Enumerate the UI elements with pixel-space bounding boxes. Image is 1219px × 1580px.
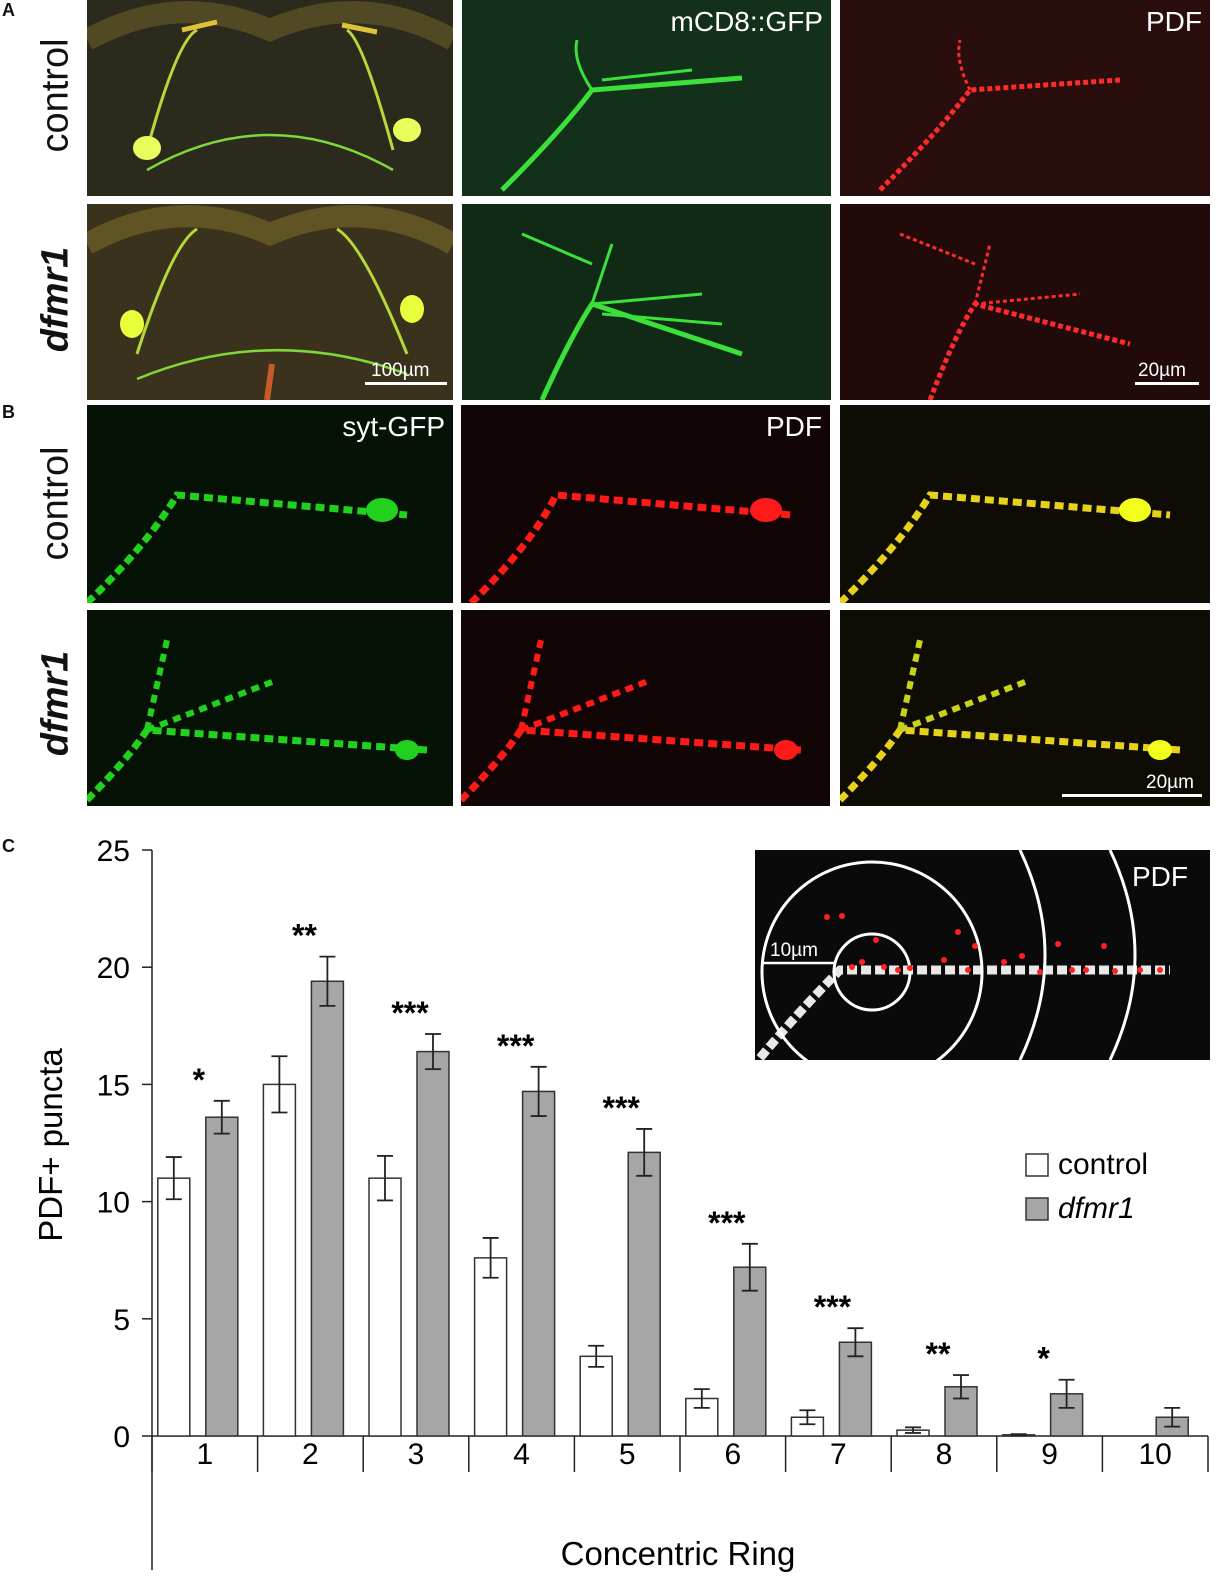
- mcd8-gfp-label: mCD8::GFP: [670, 6, 823, 37]
- x-tick-label: 2: [302, 1438, 319, 1471]
- significance-label: ***: [391, 995, 429, 1031]
- x-tick-label: 1: [196, 1438, 213, 1471]
- x-tick-label: 9: [1041, 1438, 1058, 1471]
- panel-c-letter: C: [2, 836, 15, 856]
- significance-label: **: [926, 1336, 951, 1372]
- row-label-dfmr1-b: dfmr1: [34, 650, 77, 757]
- significance-label: *: [1037, 1341, 1050, 1377]
- panel-a-letter: A: [2, 0, 15, 20]
- bar-dfmr1: [310, 980, 345, 1437]
- a-dfmr1-pdf-image: 20µm: [840, 204, 1210, 400]
- bar-control: [157, 1177, 191, 1437]
- b-control-merge-image: [840, 405, 1210, 603]
- x-axis-title: Concentric Ring: [561, 1535, 796, 1572]
- y-tick-label: 0: [113, 1421, 130, 1454]
- scalebar-a-zoom: [1135, 382, 1199, 385]
- bar-dfmr1: [205, 1116, 239, 1437]
- significance-label: *: [193, 1062, 206, 1098]
- a-control-gfp-image: mCD8::GFP: [462, 0, 831, 196]
- pdf-label-b: PDF: [766, 411, 822, 442]
- significance-label: ***: [814, 1289, 852, 1325]
- bar-dfmr1: [733, 1266, 767, 1437]
- bar-dfmr1: [416, 1050, 450, 1437]
- significance-label: ***: [603, 1090, 641, 1126]
- scalebar-b-label: 20µm: [1146, 772, 1194, 793]
- row-label-control-b: control: [34, 446, 77, 561]
- legend-swatch-control: [1025, 1153, 1049, 1177]
- y-tick-label: 15: [97, 1069, 130, 1102]
- inset-scale-label: 10µm: [770, 940, 818, 961]
- row-label-control-a: control: [34, 38, 77, 153]
- a-control-pdf-image: PDF: [840, 0, 1210, 196]
- y-axis-title: PDF+ puncta: [32, 1048, 69, 1242]
- y-tick-label: 5: [113, 1304, 130, 1337]
- bar-control: [262, 1083, 297, 1437]
- legend-swatch-dfmr1: [1025, 1197, 1049, 1221]
- x-tick-label: 4: [513, 1438, 530, 1471]
- scalebar-a-brain-label: 100µm: [371, 360, 430, 381]
- y-tick-label: 20: [97, 952, 130, 985]
- syt-gfp-label: syt-GFP: [342, 411, 445, 442]
- scalebar-a-zoom-label: 20µm: [1138, 360, 1186, 381]
- a-dfmr1-gfp-image: [462, 204, 831, 400]
- inset-pdf-image: [755, 849, 1210, 1084]
- bar-dfmr1: [627, 1151, 661, 1437]
- scalebar-b: [1062, 794, 1202, 797]
- b-dfmr1-pdf-image: [461, 610, 830, 806]
- legend-label-control: control: [1058, 1148, 1148, 1181]
- x-tick-label: 3: [408, 1438, 425, 1471]
- legend-label-dfmr1: dfmr1: [1058, 1192, 1135, 1225]
- x-tick-label: 10: [1139, 1438, 1172, 1471]
- bar-control: [579, 1355, 613, 1437]
- b-dfmr1-merge-image: 20µm: [840, 610, 1210, 806]
- x-tick-label: 6: [724, 1438, 741, 1471]
- scalebar-a-brain: [365, 382, 447, 385]
- x-tick-label: 7: [830, 1438, 847, 1471]
- pdf-label-a: PDF: [1146, 6, 1202, 37]
- y-tick-label: 10: [97, 1187, 130, 1220]
- row-label-dfmr1-a: dfmr1: [34, 246, 77, 353]
- significance-label: ***: [708, 1205, 746, 1241]
- bar-control: [368, 1177, 402, 1437]
- b-control-pdf-image: PDF: [461, 405, 830, 603]
- y-tick-label: 25: [97, 835, 130, 868]
- inset-pdf-label: PDF: [1132, 861, 1188, 892]
- b-control-sytgfp-image: syt-GFP: [87, 405, 453, 603]
- significance-label: ***: [497, 1028, 535, 1064]
- a-control-brain-image: [87, 0, 453, 196]
- significance-label: **: [292, 918, 317, 954]
- panel-b-letter: B: [2, 402, 15, 422]
- chart-bars: [157, 955, 1189, 1437]
- bar-dfmr1: [521, 1090, 556, 1437]
- x-tick-label: 8: [936, 1438, 953, 1471]
- bar-control: [473, 1257, 508, 1437]
- a-dfmr1-brain-image: 100µm: [87, 204, 453, 400]
- b-dfmr1-sytgfp-image: [87, 610, 453, 806]
- x-tick-label: 5: [619, 1438, 636, 1471]
